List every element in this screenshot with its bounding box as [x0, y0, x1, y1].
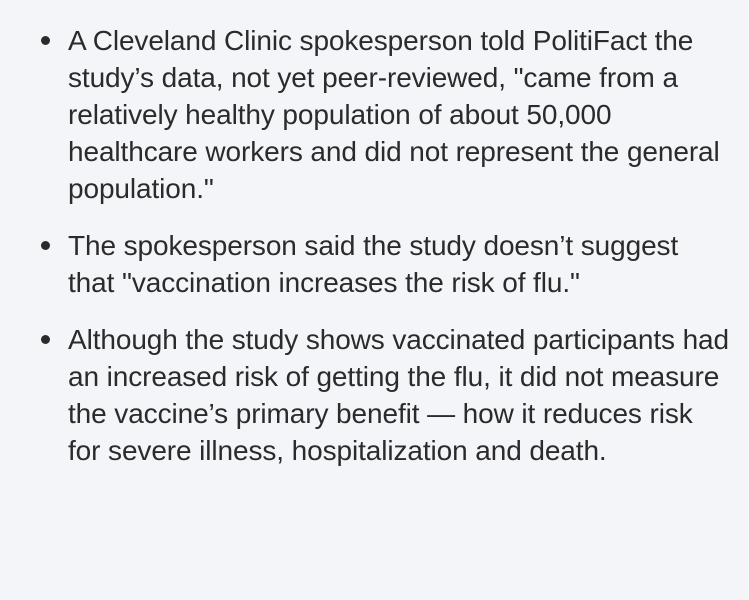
bullet-icon [41, 241, 50, 250]
list-item: The spokesperson said the study doesn’t … [0, 227, 729, 301]
bullet-icon [41, 335, 50, 344]
bullet-text: A Cleveland Clinic spokesperson told Pol… [68, 25, 720, 204]
bullet-list: A Cleveland Clinic spokesperson told Pol… [0, 22, 729, 469]
bullet-icon [41, 36, 50, 45]
bullet-text: Although the study shows vaccinated part… [68, 324, 729, 466]
list-item: A Cleveland Clinic spokesperson told Pol… [0, 22, 729, 207]
list-item: Although the study shows vaccinated part… [0, 321, 729, 469]
bullet-text: The spokesperson said the study doesn’t … [68, 230, 679, 298]
